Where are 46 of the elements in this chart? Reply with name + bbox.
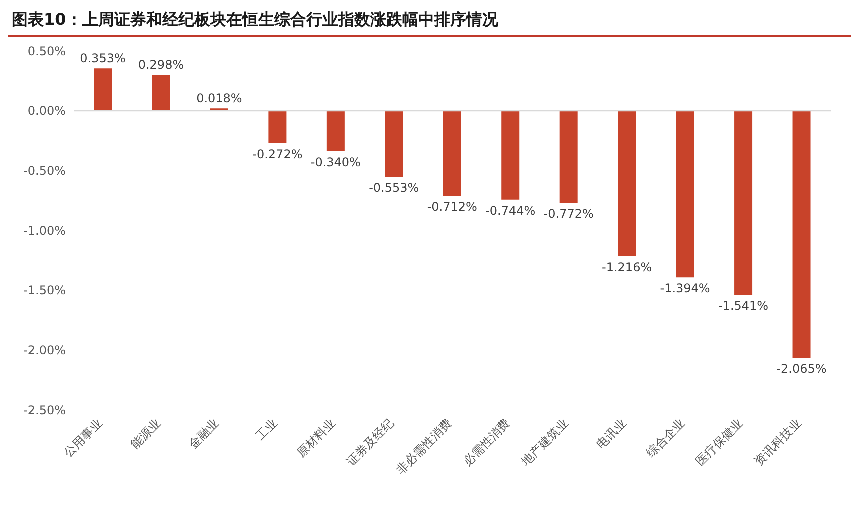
x-tick-label: 证券及经纪 bbox=[344, 416, 396, 469]
y-tick-label: -1.50% bbox=[24, 284, 66, 298]
data-label: 0.353% bbox=[80, 52, 126, 66]
bar bbox=[676, 110, 694, 278]
data-label: -0.272% bbox=[252, 147, 303, 162]
bar bbox=[94, 68, 112, 111]
data-label: -0.712% bbox=[427, 200, 478, 214]
x-tick-label: 电讯业 bbox=[594, 416, 630, 452]
bar bbox=[792, 110, 811, 358]
data-label: -0.744% bbox=[486, 204, 536, 218]
x-tick-label: 非必需性消费 bbox=[394, 416, 455, 478]
bar bbox=[385, 110, 404, 178]
data-label: -1.394% bbox=[660, 282, 710, 296]
x-tick-label: 能源业 bbox=[128, 416, 164, 452]
x-tick-label: 工业 bbox=[253, 416, 280, 444]
bar bbox=[618, 110, 636, 256]
bar bbox=[502, 110, 520, 200]
data-label: -2.065% bbox=[776, 362, 827, 376]
y-tick-label: -2.00% bbox=[24, 343, 66, 358]
x-tick-label: 必需性消费 bbox=[460, 416, 513, 469]
x-tick-label: 医疗保健业 bbox=[693, 416, 746, 469]
bar bbox=[734, 110, 753, 296]
x-tick-label: 综合企业 bbox=[644, 416, 688, 460]
bar bbox=[268, 110, 287, 144]
y-tick-label: 0.50% bbox=[28, 44, 66, 58]
data-label: -1.541% bbox=[718, 299, 769, 314]
data-label: -0.553% bbox=[369, 181, 420, 196]
chart-title: 图表10：上周证券和经纪板块在恒生综合行业指数涨跌幅中排序情况 bbox=[8, 8, 851, 37]
y-tick-label: -0.50% bbox=[24, 164, 66, 178]
y-tick-label: 0.00% bbox=[28, 104, 66, 118]
x-tick-label: 公用事业 bbox=[61, 416, 106, 460]
data-label: -0.340% bbox=[310, 156, 361, 170]
bar bbox=[326, 110, 345, 152]
data-label: -0.772% bbox=[544, 207, 594, 222]
x-tick-label: 地产建筑业 bbox=[518, 416, 572, 470]
data-label: 0.298% bbox=[138, 58, 184, 72]
x-tick-label: 金融业 bbox=[186, 416, 222, 452]
bar bbox=[152, 75, 170, 111]
x-tick-label: 原材料业 bbox=[294, 416, 338, 460]
data-label: -1.216% bbox=[602, 260, 652, 274]
y-tick-label: -2.50% bbox=[24, 403, 66, 418]
bar bbox=[443, 110, 462, 196]
bar bbox=[560, 110, 578, 204]
x-tick-label: 资讯科技业 bbox=[752, 416, 804, 469]
y-tick-label: -1.00% bbox=[24, 224, 66, 238]
data-label: 0.018% bbox=[196, 92, 242, 106]
